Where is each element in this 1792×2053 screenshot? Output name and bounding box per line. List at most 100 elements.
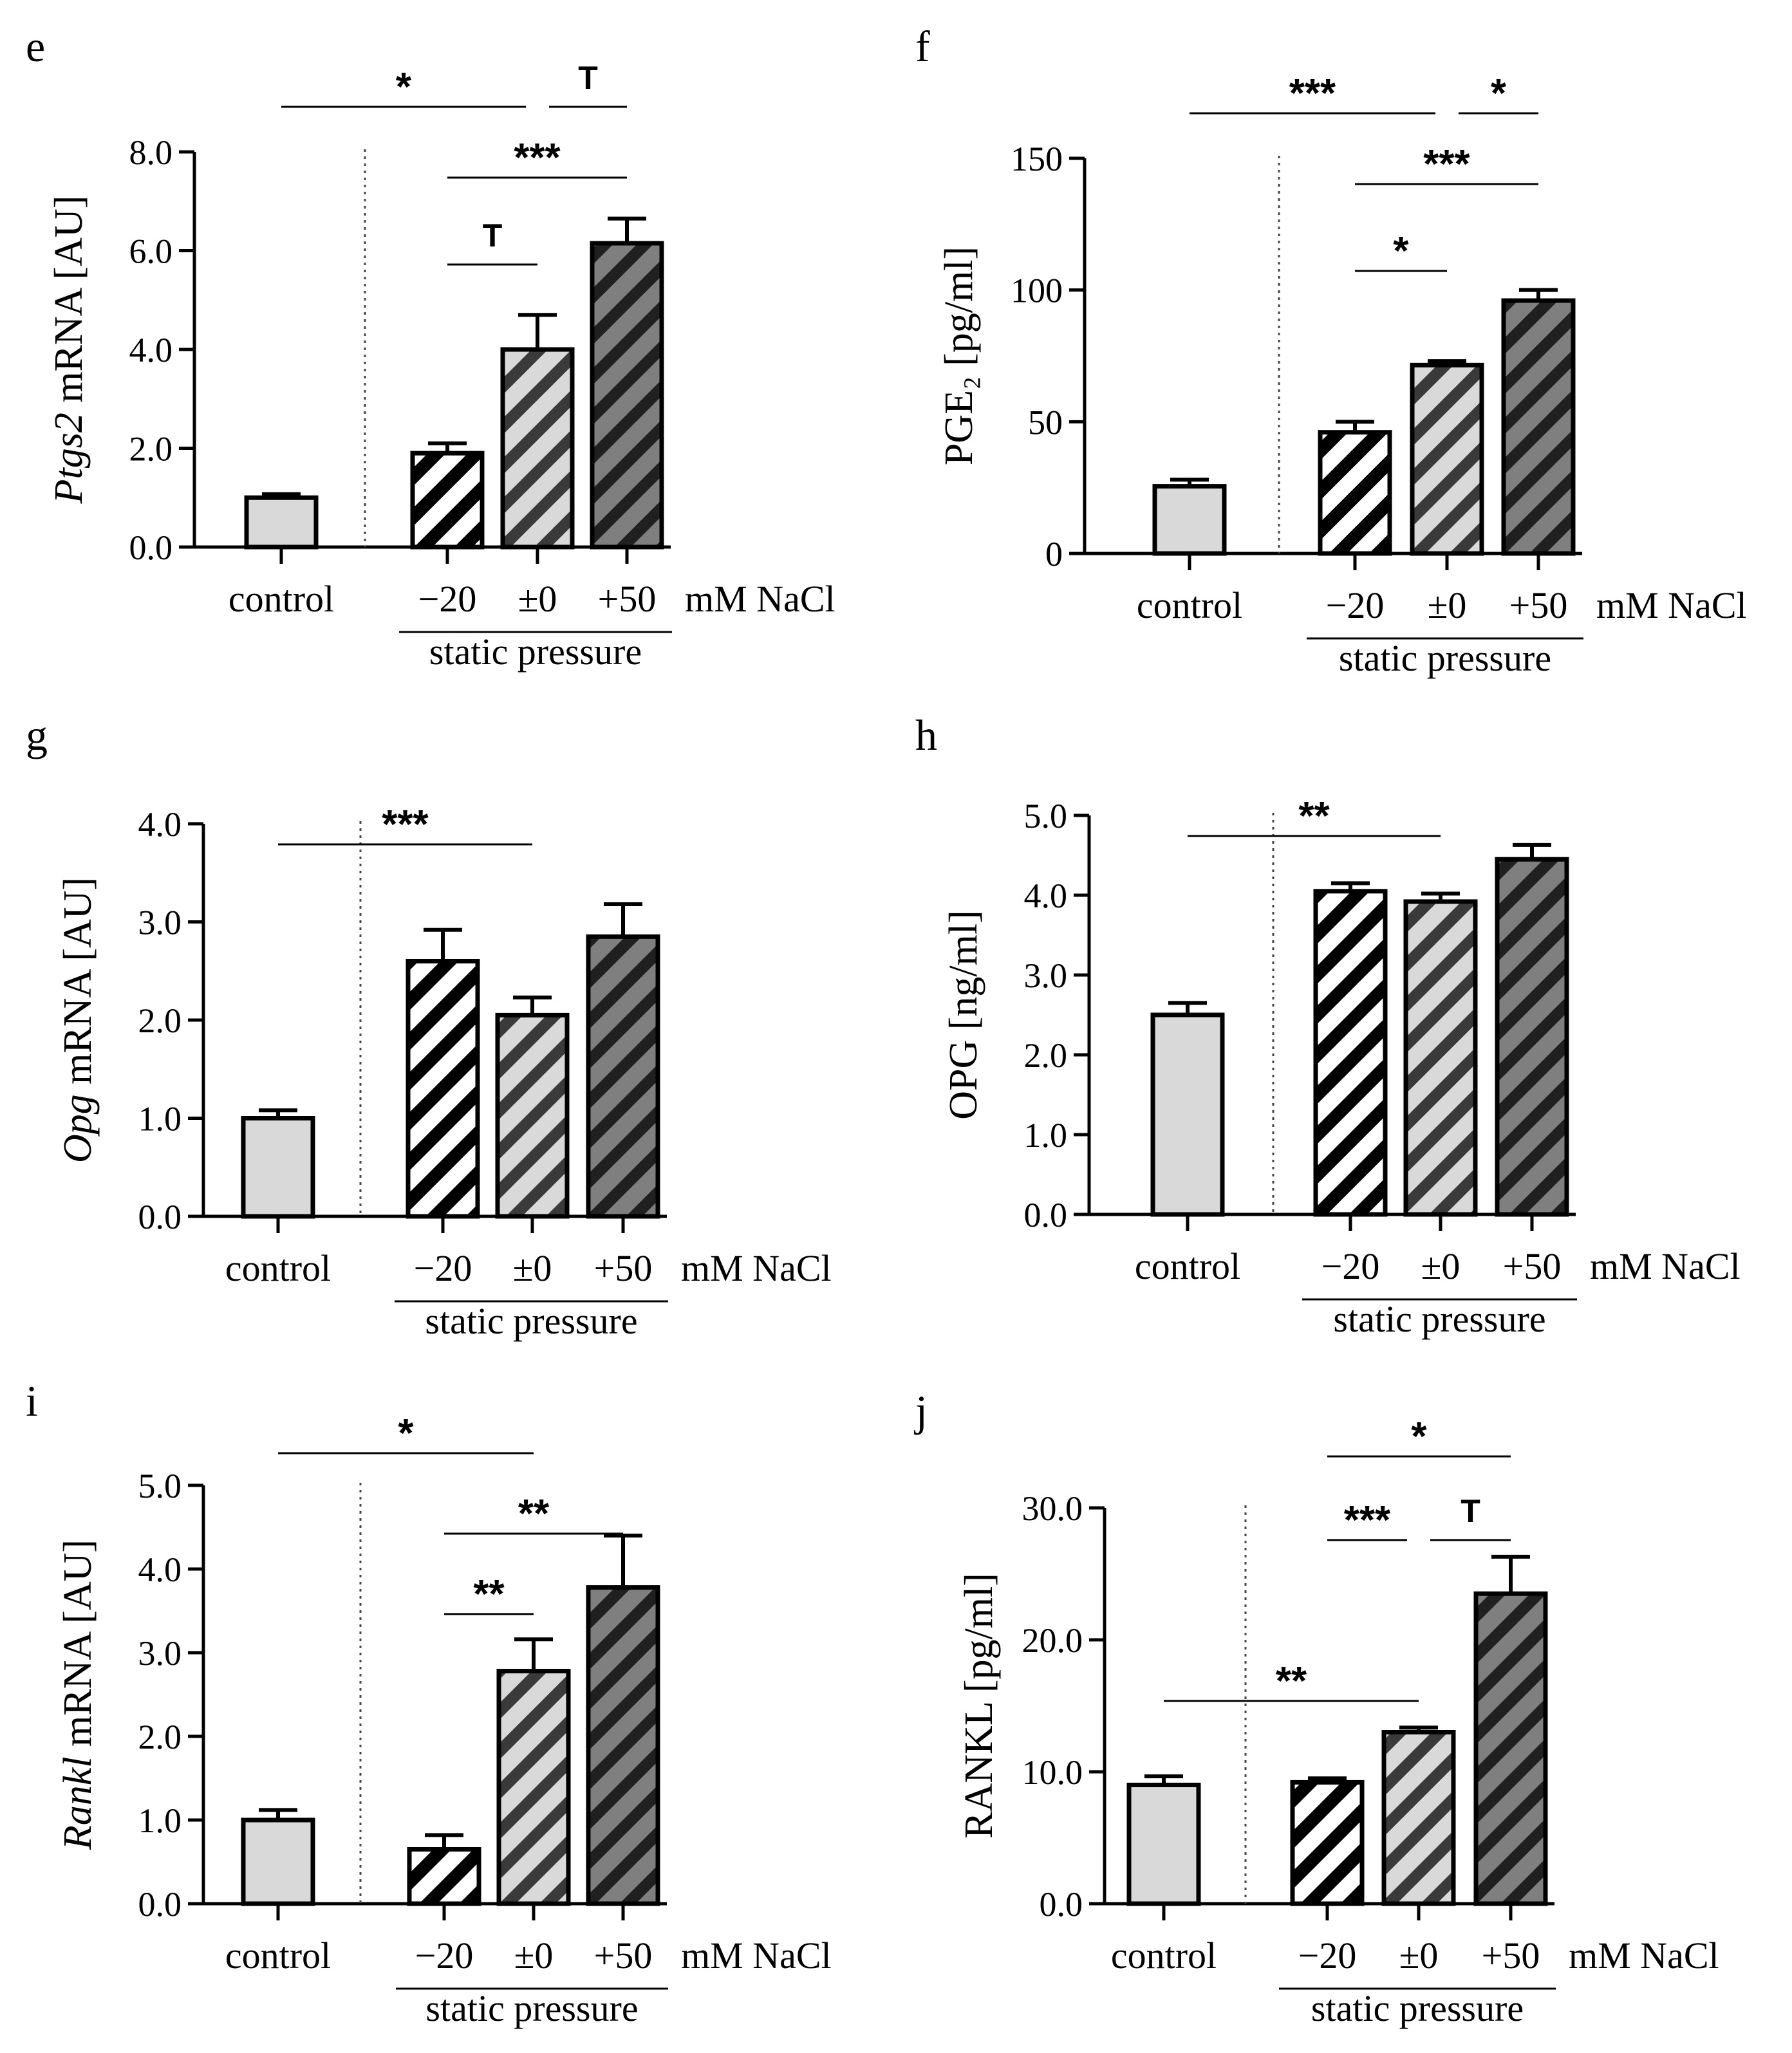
x-tick-label: +50 [1482, 1935, 1540, 1976]
y-tick-label: 3.0 [138, 1634, 182, 1673]
group-label: static pressure [425, 1987, 638, 2029]
x-tick-label: ±0 [514, 1935, 554, 1976]
y-tick-label: 8.0 [129, 133, 173, 172]
x-tick-label: ±0 [1421, 1245, 1461, 1287]
x-tick-label: control [225, 1247, 331, 1289]
group-label: static pressure [1339, 637, 1551, 679]
x-tick-label: ±0 [1428, 584, 1467, 626]
y-tick-label: 0.0 [138, 1885, 182, 1924]
x-tick-label: −20 [414, 1247, 472, 1289]
y-axis-label-unit: PGE₂ [pg/ml] [937, 246, 981, 465]
y-tick-label: 20.0 [1022, 1621, 1083, 1660]
panel-f: f 0 50 100 150 PGE₂ [pg/ml] control −20 ±0 +50 mM … [915, 22, 1747, 679]
significance-label: * [1393, 229, 1409, 274]
x-tick-label: −20 [418, 578, 477, 620]
bar-control [1126, 1783, 1201, 1906]
bar-20 [1313, 889, 1388, 1217]
bar-control [1150, 1012, 1225, 1217]
y-tick-label: 150 [1011, 140, 1063, 178]
y-tick-label: 0.0 [129, 528, 173, 567]
y-axis-label-unit: mRNA [AU] [56, 877, 100, 1095]
y-axis-label-gene: Rankl [56, 1756, 100, 1850]
y-axis-label-unit: mRNA [AU] [56, 1539, 100, 1757]
group-label: static pressure [1311, 1987, 1524, 2029]
y-axis-label-gene: Opg [56, 1094, 100, 1163]
y-tick-label: 2.0 [138, 1718, 182, 1756]
y-tick-label: 4.0 [1024, 877, 1068, 915]
unit-label: mM NaCl [1596, 584, 1747, 626]
x-tick-label: +50 [1503, 1245, 1562, 1287]
bar-50 [1501, 298, 1576, 556]
y-tick-label: 3.0 [138, 904, 182, 942]
x-tick-label: −20 [1298, 1935, 1357, 1976]
y-axis-label-unit: RANKL [pg/ml] [957, 1573, 1001, 1839]
significance-label: ** [1298, 794, 1330, 839]
y-tick-label: 6.0 [129, 232, 173, 271]
y-axis-label: Opg mRNA [AU] [56, 877, 100, 1163]
y-axis-label: RANKL [pg/ml] [957, 1573, 1001, 1839]
y-tick-label: 5.0 [138, 1467, 182, 1505]
y-tick-label: 2.0 [138, 1001, 182, 1040]
panel-letter-e: e [26, 22, 45, 71]
unit-label: mM NaCl [681, 1247, 832, 1289]
y-tick-label: 2.0 [1024, 1036, 1068, 1075]
y-tick-label: 4.0 [138, 805, 182, 844]
bar-0 [1410, 362, 1484, 556]
bar-50 [586, 1585, 660, 1906]
y-tick-label: 4.0 [129, 331, 173, 369]
y-tick-label: 1.0 [138, 1100, 182, 1138]
x-tick-label: +50 [594, 1935, 653, 1976]
x-tick-label: ±0 [513, 1247, 552, 1289]
unit-label: mM NaCl [1590, 1245, 1741, 1287]
y-axis-label-gene: Ptgs2 [47, 413, 91, 504]
significance-label: ** [473, 1572, 505, 1617]
y-axis-label: Ptgs2 mRNA [AU] [47, 196, 91, 505]
x-tick-label: control [1137, 584, 1242, 626]
bar-control [244, 495, 319, 550]
significance-label: ** [518, 1492, 550, 1536]
group-label: static pressure [429, 631, 642, 673]
significance-label: *** [514, 136, 561, 180]
bar-50 [590, 241, 664, 550]
x-tick-label: control [1135, 1245, 1240, 1287]
x-tick-label: ±0 [1399, 1935, 1439, 1976]
bar-50 [1495, 857, 1569, 1217]
significance-label: T [1461, 1493, 1480, 1529]
bar-20 [410, 451, 485, 550]
bar-0 [1403, 899, 1478, 1217]
bar-0 [496, 1669, 571, 1906]
significance-label: * [398, 1411, 414, 1456]
panel-letter-g: g [26, 711, 48, 759]
panel-letter-h: h [915, 711, 937, 759]
y-tick-label: 3.0 [1024, 956, 1068, 995]
y-tick-label: 30.0 [1022, 1489, 1083, 1528]
y-axis-label: PGE₂ [pg/ml] [937, 246, 981, 465]
significance-label: *** [1344, 1498, 1391, 1543]
panel-g: g 0.0 1.0 2.0 3.0 4.0 Opg mRNA [AU] control −20 ±… [26, 711, 832, 1342]
panel-letter-j: j [914, 1386, 928, 1435]
x-tick-label: +50 [1509, 584, 1568, 626]
panel-j: j 0.0 10.0 20.0 30.0 RANKL [pg/ml] control −20 ±… [914, 1386, 1719, 2029]
significance-label: T [578, 60, 598, 96]
y-tick-label: 1.0 [138, 1801, 182, 1840]
y-axis-label: OPG [ng/ml] [942, 910, 985, 1120]
x-tick-label: −20 [1326, 584, 1385, 626]
group-label: static pressure [1333, 1298, 1545, 1340]
x-tick-label: −20 [415, 1935, 474, 1976]
y-tick-label: 2.0 [129, 430, 173, 469]
significance-label: *** [1423, 142, 1470, 187]
bar-50 [586, 934, 660, 1219]
bar-control [241, 1817, 315, 1906]
significance-label: * [1491, 71, 1507, 116]
y-tick-label: 0.0 [138, 1198, 182, 1236]
significance-label: * [1411, 1415, 1427, 1459]
panel-h: h 0.0 1.0 2.0 3.0 4.0 5.0 OPG [ng/ml] control −20… [915, 711, 1741, 1340]
panel-i: i 0.0 1.0 2.0 3.0 4.0 5.0 Rankl mRNA [AU] contro… [26, 1377, 832, 2029]
x-tick-label: +50 [598, 578, 657, 620]
y-axis-label-unit: mRNA [AU] [47, 196, 91, 413]
significance-label: *** [1289, 71, 1336, 116]
bar-control [1152, 484, 1227, 556]
unit-label: mM NaCl [681, 1935, 832, 1976]
y-tick-label: 0.0 [1040, 1885, 1083, 1924]
